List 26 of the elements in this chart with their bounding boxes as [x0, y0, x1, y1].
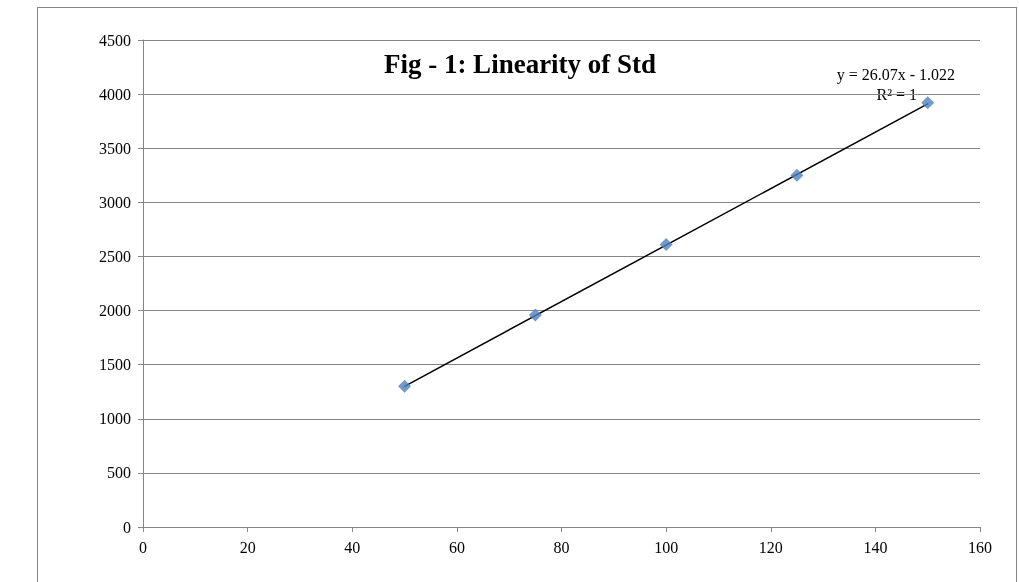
x-tick-label: 40: [344, 538, 361, 556]
point: [398, 379, 412, 393]
point: [528, 308, 542, 322]
x-tick-label: 0: [139, 538, 147, 556]
y-tick-label: 2500: [99, 247, 131, 265]
x-tick-label: 60: [448, 538, 465, 556]
x-tick-label: 100: [654, 538, 679, 556]
y-tick-label: 500: [107, 464, 131, 482]
annotation: y = 26.07x - 1.022: [836, 65, 955, 84]
y-tick-label: 4000: [99, 85, 131, 103]
point: [921, 96, 935, 110]
y-tick-label: 3500: [99, 139, 131, 157]
point: [659, 238, 673, 252]
point: [790, 168, 804, 182]
y-tick-label: 3000: [99, 193, 131, 211]
y-tick-label: 1500: [99, 356, 131, 374]
x-tick-label: 80: [553, 538, 570, 556]
y-tick-label: 2000: [99, 302, 131, 320]
y-tick-label: 0: [123, 518, 131, 536]
chart-title: Fig - 1: Linearity of Std: [383, 48, 657, 79]
x-tick-label: 140: [863, 538, 888, 556]
y-tick-label: 1000: [99, 410, 131, 428]
x-tick-label: 20: [239, 538, 256, 556]
x-tick-label: 160: [968, 538, 992, 556]
x-tick-label: 120: [758, 538, 783, 556]
y-tick-label: 4500: [99, 31, 131, 49]
